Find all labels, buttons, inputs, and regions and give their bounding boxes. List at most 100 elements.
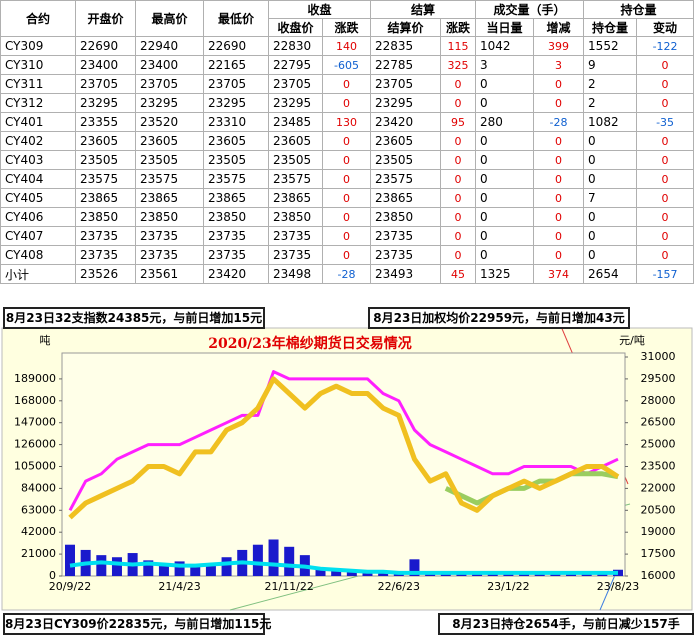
annotation: 8月23日CY309价22835元，与前日增加115元 [3,613,271,635]
y-tick-label: 84000 [21,481,56,494]
table-cell: CY311 [0,74,76,94]
table-cell: 23526 [75,264,136,284]
y2-tick-label: 22000 [641,481,676,494]
table-cell: 23505 [135,150,204,170]
volume-bar [378,571,389,576]
table-cell: 23735 [268,226,323,246]
table-cell: 0 [440,169,477,189]
table-cell: 1552 [583,36,638,56]
volume-bar [252,544,263,576]
table-cell: 23850 [135,207,204,227]
table-cell: CY405 [0,188,76,208]
header-cell: 最低价 [203,0,269,37]
y-tick-label: 168000 [14,394,56,407]
volume-bar [111,557,122,576]
table-cell: 0 [321,226,372,246]
volume-bar [158,563,169,576]
table-cell: 23575 [370,169,442,189]
table-cell: CY408 [0,245,76,265]
table-cell: 23850 [370,207,442,227]
table-cell: 小计 [0,264,76,284]
table-cell: 23493 [370,264,442,284]
y-tick-label: 63000 [21,503,56,516]
series-line [68,370,619,512]
header-row: 合约 开盘价 最高价 最低价 收盘 结算 成交量（手） 持仓量 [0,0,695,37]
header-cell: 变动 [636,18,695,37]
table-cell: 0 [583,169,638,189]
y2-tick-label: 31000 [641,350,676,363]
volume-bar [346,570,357,576]
table-cell: 23505 [268,150,323,170]
table-cell: 9 [583,55,638,75]
table-cell: 23735 [75,226,136,246]
table-cell: 23865 [268,188,323,208]
table-cell: 140 [321,36,372,56]
table-cell: 23420 [370,112,442,132]
volume-bar [143,560,154,576]
table-cell: -122 [636,36,695,56]
y-tick-label: 147000 [14,416,56,429]
volume-bar [331,569,342,576]
annotation: 8月23日加权均价22959元，与前日增加43元 [368,307,630,329]
y-axis-label: 吨 [40,334,51,347]
table-cell: 23505 [203,150,269,170]
table-cell: 23735 [135,245,204,265]
table-cell: 23605 [370,131,442,151]
table-cell: 22830 [268,36,323,56]
header-row: 收盘价 涨跌 结算价 涨跌 当日量 增减 持仓量 变动 [1,18,695,37]
table-cell: 22690 [203,36,269,56]
table-cell: 23310 [203,112,269,132]
table-cell: 23705 [203,74,269,94]
header-cell: 持仓量 [583,0,695,19]
y-tick-label: 189000 [14,372,56,385]
table-cell: 95 [440,112,477,132]
table-cell: 23400 [75,55,136,75]
table-cell: 0 [440,131,477,151]
table-cell: 2 [583,93,638,113]
table-cell: 23355 [75,112,136,132]
annotation: 8月23日持仓2654手，与前日减少157手 [438,613,694,635]
table-cell: 0 [475,226,535,246]
table-cell: 0 [475,93,535,113]
table-cell: CY402 [0,131,76,151]
table-cell: 23520 [135,112,204,132]
header-cell: 最高价 [135,0,204,37]
table-cell: CY407 [0,226,76,246]
table-cell: 0 [475,131,535,151]
volume-bar [315,567,326,576]
table-cell: -28 [533,112,585,132]
table-cell: 23575 [268,169,323,189]
volume-bar [65,544,75,576]
volume-bar [456,573,467,576]
table-cell: 22165 [203,55,269,75]
table-cell: 0 [533,93,585,113]
table-cell: -605 [321,55,372,75]
table-cell: 1082 [583,112,638,132]
volume-bar [96,555,107,576]
plot-area [61,352,626,577]
table-cell: -157 [636,264,695,284]
x-tick-label: 20/9/22 [49,580,91,593]
volume-bar [581,573,592,576]
table-cell: 22795 [268,55,323,75]
table-row: CY406 23850 23850 23850 23850 0 23850 0 0 0 0 0 [0,207,695,227]
table-cell: CY310 [0,55,76,75]
table-row: CY309 22690 22940 22690 22830 140 22835 115 1042… [0,36,695,56]
table-cell: 22940 [135,36,204,56]
x-tick-label: 21/11/22 [264,580,313,593]
table-row: CY402 23605 23605 23605 23605 0 23605 0 0 0 0 0 [0,131,695,151]
table-cell: 23605 [203,131,269,151]
table-cell: 23605 [135,131,204,151]
table-cell: 2 [583,74,638,94]
table-cell: 0 [321,150,372,170]
y-tick-label: 126000 [14,438,56,451]
annotation: 8月23日32支指数24385元，与前日增加15元 [3,307,265,329]
chart-title: 2020/23年棉纱期货日交易情况 [208,335,412,352]
table-cell: 374 [533,264,585,284]
table-cell: 0 [636,93,695,113]
table-cell: 0 [475,150,535,170]
table-row: CY405 23865 23865 23865 23865 0 23865 0 0 0 7 0 [0,188,695,208]
table-cell: 0 [321,245,372,265]
table-cell: 0 [533,131,585,151]
table-cell: 0 [440,245,477,265]
